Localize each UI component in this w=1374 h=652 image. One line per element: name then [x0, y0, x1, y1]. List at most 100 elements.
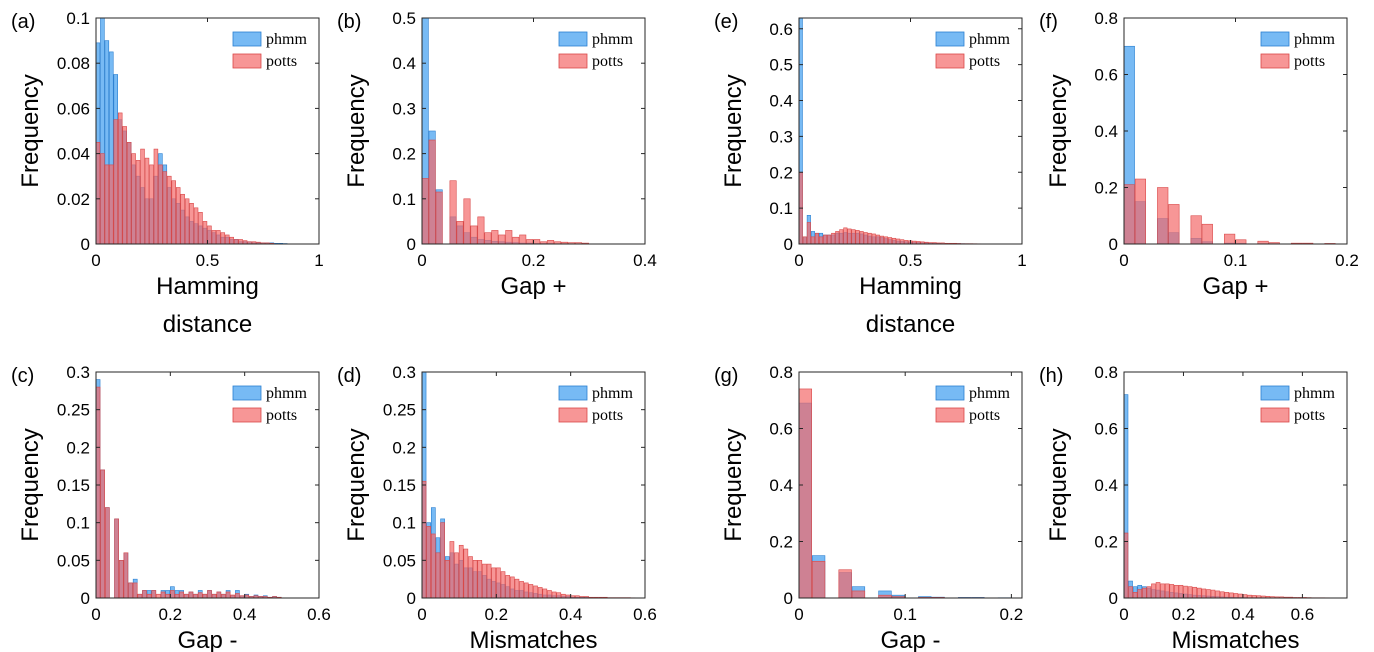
- bar-potts: [1142, 587, 1147, 598]
- y-axis-label: Frequency: [17, 74, 44, 187]
- panel-letter: (e): [714, 11, 738, 33]
- panel-letter: (d): [337, 365, 361, 387]
- bar-potts: [198, 212, 203, 244]
- bar-potts: [463, 198, 471, 244]
- x-tick-label: 1: [314, 251, 323, 270]
- bar-potts: [165, 593, 171, 598]
- y-tick-label: 0.25: [57, 401, 90, 420]
- bar-potts: [1169, 584, 1175, 598]
- bar-potts: [188, 591, 194, 598]
- bar-potts: [454, 552, 459, 598]
- x-tick-label: 0: [417, 605, 426, 624]
- bar-potts: [554, 241, 562, 244]
- bar-potts: [151, 590, 157, 598]
- x-tick-label: 0: [794, 251, 803, 270]
- bar-potts: [1128, 586, 1133, 598]
- bar-phmm: [100, 18, 105, 244]
- bar-potts: [823, 234, 828, 244]
- bar-potts: [843, 227, 848, 244]
- x-tick-label: 0.2: [485, 605, 509, 624]
- bar-potts: [142, 590, 147, 598]
- panel-b: 0 0.2 0.4 0 0.1 0.2 0.3 0.4 0.5 (b) Frequency Gap +…: [337, 9, 657, 300]
- panel-c: 0 0.2 0.4 0.6 0 0.05 0.1 0.15 0.2 0.25 0.3 (c) Frequ…: [11, 363, 331, 652]
- bar-potts: [542, 588, 548, 598]
- bar-potts: [422, 178, 429, 244]
- bar-potts: [135, 160, 141, 244]
- legend: phmm potts: [232, 385, 307, 424]
- bar-potts: [170, 590, 175, 598]
- panel-g: 0 0.1 0.2 0 0.2 0.4 0.6 0.8 (g) Frequency Gap - phm…: [714, 363, 1023, 652]
- x-tick-label: 0.5: [196, 251, 220, 270]
- bar-potts: [477, 216, 485, 244]
- legend-label-potts: potts: [969, 407, 1000, 424]
- bar-potts: [540, 241, 548, 244]
- bar-potts: [1229, 592, 1234, 598]
- bar-potts: [158, 164, 163, 244]
- bar-potts: [827, 234, 832, 244]
- x-tick-label: 0: [91, 251, 100, 270]
- panel-a: 0 0.5 1 0 0.02 0.04 0.06 0.08 0.1 (a) Frequency Ham…: [11, 9, 324, 338]
- x-tick-label: 0.6: [307, 605, 331, 624]
- bar-potts: [505, 575, 510, 598]
- x-tick-label: 0.1: [1224, 251, 1248, 270]
- bar-potts: [928, 242, 933, 244]
- bar-potts: [851, 229, 856, 244]
- bar-potts: [1224, 592, 1230, 598]
- bar-potts: [126, 142, 132, 244]
- bar-potts: [1192, 586, 1197, 598]
- bar-potts: [1157, 187, 1169, 244]
- y-tick-label: 0.8: [1094, 9, 1118, 28]
- bar-potts: [491, 567, 497, 598]
- bar-potts: [1146, 586, 1152, 598]
- y-tick-label: 0.8: [769, 363, 793, 382]
- x-tick-label: 0.2: [159, 605, 183, 624]
- y-tick-label: 0.4: [1094, 476, 1118, 495]
- panel-letter: (g): [714, 365, 738, 387]
- bar-potts: [449, 180, 457, 244]
- bar-potts: [428, 139, 436, 244]
- y-tick-label: 0.2: [1094, 533, 1118, 552]
- y-tick-label: 0: [784, 589, 793, 608]
- bar-potts: [430, 533, 436, 598]
- bar-phmm: [1124, 45, 1135, 244]
- bar-potts: [123, 552, 129, 598]
- bar-potts: [167, 175, 172, 244]
- bar-potts: [1178, 584, 1184, 598]
- bar-potts: [1168, 204, 1180, 244]
- bar-potts: [1215, 590, 1220, 598]
- y-tick-label: 0.1: [769, 199, 793, 218]
- bar-potts: [426, 526, 431, 598]
- y-axis-label: Frequency: [720, 428, 747, 541]
- bar-potts: [104, 164, 110, 244]
- bar-potts: [256, 241, 261, 244]
- y-tick-label: 0: [81, 235, 90, 254]
- axes-box: [798, 371, 1023, 599]
- bar-potts: [802, 236, 807, 244]
- legend-label-potts: potts: [969, 53, 1000, 70]
- bar-potts: [207, 590, 212, 598]
- bar-potts: [887, 237, 893, 244]
- y-axis-label: Frequency: [343, 428, 370, 541]
- bar-potts: [847, 228, 852, 244]
- x-tick-label: 0: [1119, 251, 1128, 270]
- bar-phmm: [1124, 394, 1129, 598]
- bar-potts: [526, 239, 534, 244]
- bar-potts: [216, 230, 221, 244]
- bar-potts: [1210, 589, 1216, 598]
- y-tick-label: 0.2: [1094, 179, 1118, 198]
- bar-potts: [912, 240, 917, 244]
- x-axis-label: Hamming: [156, 273, 259, 300]
- bar-potts: [207, 225, 212, 244]
- y-tick-label: 0.1: [392, 190, 416, 209]
- x-tick-label: 0.2: [522, 251, 546, 270]
- y-tick-label: 0.25: [383, 401, 416, 420]
- bar-potts: [835, 231, 840, 244]
- y-tick-label: 0.06: [57, 99, 90, 118]
- bar-potts: [916, 241, 921, 244]
- bar-potts: [1134, 178, 1147, 244]
- bar-potts: [1238, 593, 1243, 598]
- y-tick-label: 0.4: [1094, 122, 1118, 141]
- bar-potts: [519, 234, 527, 244]
- y-tick-label: 0.05: [57, 551, 90, 570]
- legend-label-potts: potts: [592, 53, 623, 70]
